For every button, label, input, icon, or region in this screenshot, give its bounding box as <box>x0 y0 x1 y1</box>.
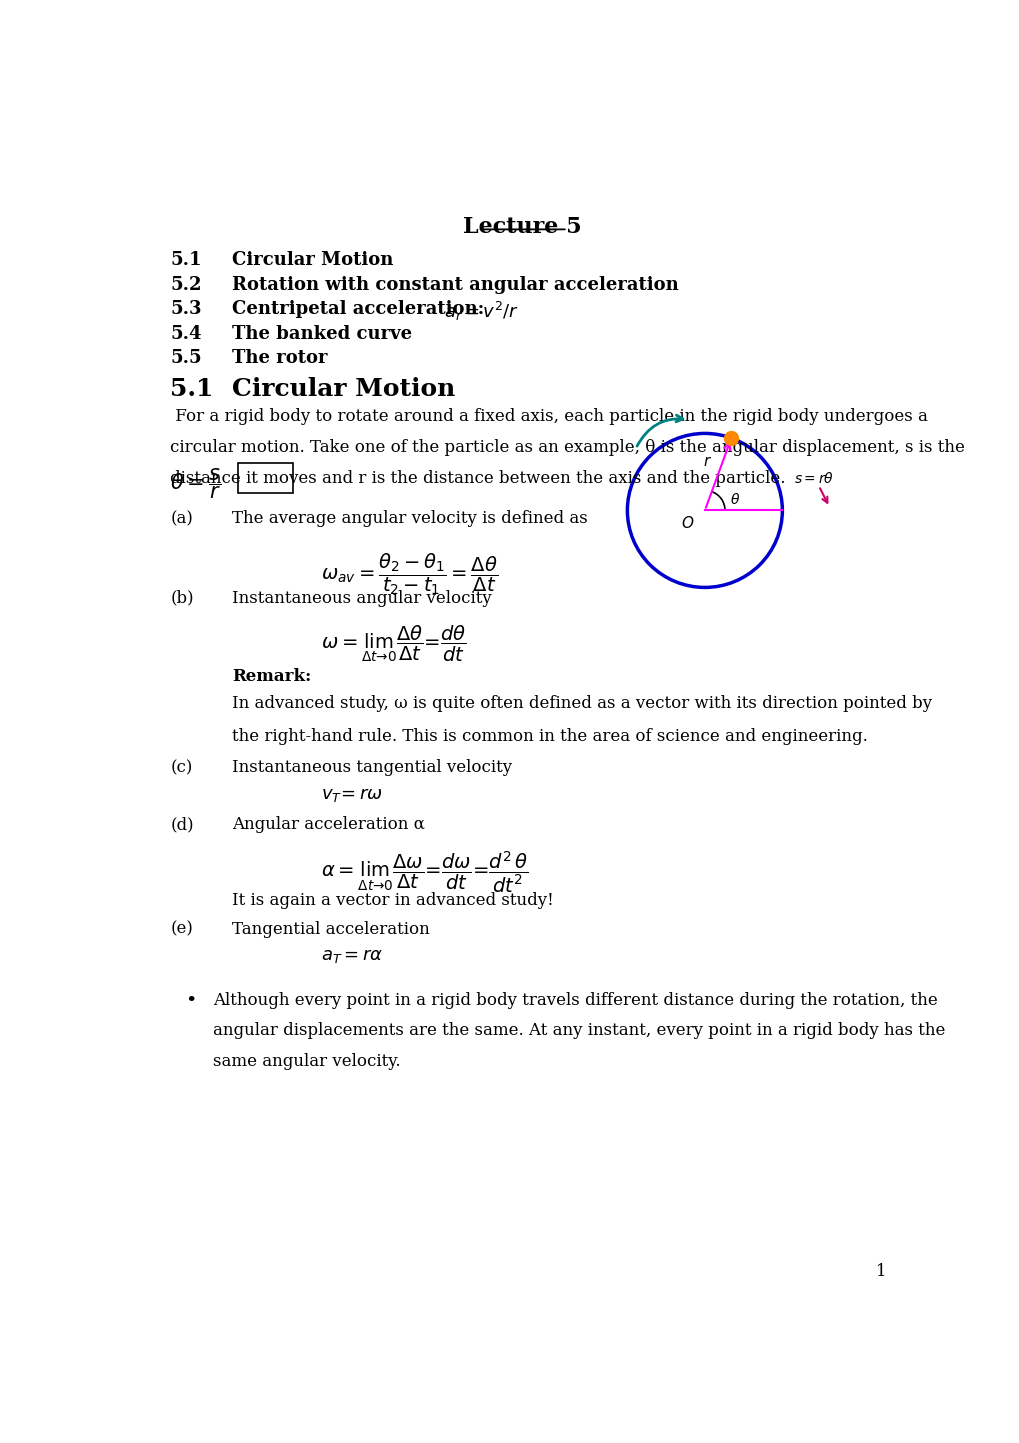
Text: It is again a vector in advanced study!: It is again a vector in advanced study! <box>232 892 553 909</box>
Text: $\theta = \dfrac{s}{r}$: $\theta = \dfrac{s}{r}$ <box>170 466 221 501</box>
Text: (c): (c) <box>170 759 193 776</box>
Text: $s=r\theta$: $s=r\theta$ <box>793 470 834 486</box>
Text: $\omega_{av} = \dfrac{\theta_2 - \theta_1}{t_2 - t_1} = \dfrac{\Delta\theta}{\De: $\omega_{av} = \dfrac{\theta_2 - \theta_… <box>321 551 498 597</box>
Text: circular motion. Take one of the particle as an example, θ is the angular displa: circular motion. Take one of the particl… <box>170 439 964 456</box>
Bar <box>237 463 293 492</box>
Text: 5.4: 5.4 <box>170 325 202 343</box>
Text: Circular Motion: Circular Motion <box>232 377 455 401</box>
Text: Remark:: Remark: <box>232 668 311 685</box>
Text: Centripetal acceleration:: Centripetal acceleration: <box>232 300 490 319</box>
Text: angular displacements are the same. At any instant, every point in a rigid body : angular displacements are the same. At a… <box>213 1023 945 1039</box>
Text: $O$: $O$ <box>681 515 694 531</box>
Text: $v_T\!= r\omega$: $v_T\!= r\omega$ <box>321 786 382 804</box>
Text: $\theta$: $\theta$ <box>729 492 739 506</box>
Text: The rotor: The rotor <box>232 349 327 368</box>
Text: 5.3: 5.3 <box>170 300 202 319</box>
Text: Circular Motion: Circular Motion <box>232 251 393 268</box>
Text: $r$: $r$ <box>703 455 711 469</box>
Text: $\omega = \lim_{\Delta t \to 0}\dfrac{\Delta\theta}{\Delta t} = \dfrac{d\theta}{: $\omega = \lim_{\Delta t \to 0}\dfrac{\D… <box>321 623 467 664</box>
Text: Angular acceleration α: Angular acceleration α <box>232 817 425 833</box>
Text: 5.1: 5.1 <box>170 251 202 268</box>
Text: Lecture 5: Lecture 5 <box>463 215 582 238</box>
Text: $a_r = v^2/r$: $a_r = v^2/r$ <box>443 300 519 323</box>
Text: 5.2: 5.2 <box>170 276 202 293</box>
Text: The banked curve: The banked curve <box>232 325 412 343</box>
Text: Rotation with constant angular acceleration: Rotation with constant angular accelerat… <box>232 276 679 293</box>
Text: 5.5: 5.5 <box>170 349 202 368</box>
Text: Instantaneous angular velocity: Instantaneous angular velocity <box>232 590 491 606</box>
Text: The average angular velocity is defined as: The average angular velocity is defined … <box>232 511 587 528</box>
Text: $a_T = r\alpha$: $a_T = r\alpha$ <box>321 947 383 965</box>
Text: the right-hand rule. This is common in the area of science and engineering.: the right-hand rule. This is common in t… <box>232 727 867 745</box>
Text: Although every point in a rigid body travels different distance during the rotat: Although every point in a rigid body tra… <box>213 991 936 1009</box>
Text: (e): (e) <box>170 921 193 938</box>
Text: Instantaneous tangential velocity: Instantaneous tangential velocity <box>232 759 512 776</box>
Text: Tangential acceleration: Tangential acceleration <box>232 921 429 938</box>
Text: $\alpha = \lim_{\Delta t \to 0}\dfrac{\Delta\omega}{\Delta t} = \dfrac{d\omega}{: $\alpha = \lim_{\Delta t \to 0}\dfrac{\D… <box>321 850 529 895</box>
Text: (a): (a) <box>170 511 193 528</box>
Text: In advanced study, ω is quite often defined as a vector with its direction point: In advanced study, ω is quite often defi… <box>232 696 931 713</box>
Text: 5.1: 5.1 <box>170 377 213 401</box>
Text: same angular velocity.: same angular velocity. <box>213 1053 400 1071</box>
Text: 1: 1 <box>875 1263 887 1280</box>
Text: •: • <box>185 991 197 1010</box>
Text: (d): (d) <box>170 817 194 833</box>
Text: (b): (b) <box>170 590 194 606</box>
Text: distance it moves and r is the distance between the axis and the particle.: distance it moves and r is the distance … <box>170 469 785 486</box>
Text: For a rigid body to rotate around a fixed axis, each particle in the rigid body : For a rigid body to rotate around a fixe… <box>170 408 927 426</box>
